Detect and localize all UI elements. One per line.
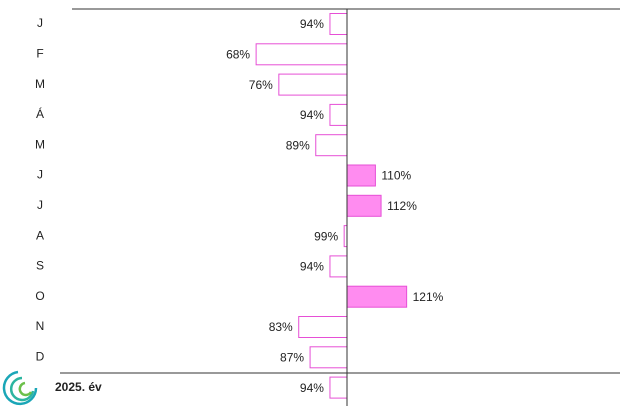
value-label: 110%: [381, 169, 411, 183]
category-label: J: [37, 168, 43, 182]
category-label: F: [36, 46, 43, 60]
category-label: M: [35, 137, 45, 151]
bar: [278, 73, 348, 96]
logo-arc: [9, 376, 35, 402]
bar: [329, 255, 348, 278]
bar: [329, 13, 348, 35]
category-label: O: [35, 289, 44, 303]
bar: [315, 134, 348, 157]
value-label: 83%: [269, 320, 293, 334]
category-label: J: [37, 198, 43, 212]
bar: [298, 316, 348, 338]
category-label: Á: [36, 106, 44, 121]
bar: [346, 164, 376, 187]
logo-arc: [2, 370, 38, 406]
category-label: D: [36, 349, 45, 363]
value-label: 94%: [300, 260, 324, 274]
value-label: 94%: [300, 108, 324, 122]
value-label: 99%: [314, 229, 338, 243]
value-label: 94%: [300, 381, 324, 395]
category-label: 2025. év: [55, 380, 102, 394]
logo: [2, 370, 38, 406]
value-label: 112%: [387, 199, 417, 213]
value-label: 68%: [226, 47, 250, 61]
category-label: N: [36, 319, 45, 333]
value-label: 121%: [413, 290, 444, 304]
value-label: 87%: [280, 350, 304, 364]
category-label: M: [35, 77, 45, 91]
bar: [346, 285, 408, 308]
category-label: A: [36, 228, 44, 242]
value-label: 94%: [300, 17, 324, 31]
bar: [346, 194, 382, 217]
bar: [309, 346, 348, 369]
value-label: 89%: [286, 138, 310, 152]
category-label: J: [37, 16, 43, 30]
bar: [329, 376, 348, 399]
category-label: S: [36, 259, 44, 273]
logo-arc: [18, 381, 33, 397]
bar: [329, 103, 348, 126]
bar: [255, 43, 348, 66]
value-label: 76%: [249, 78, 273, 92]
